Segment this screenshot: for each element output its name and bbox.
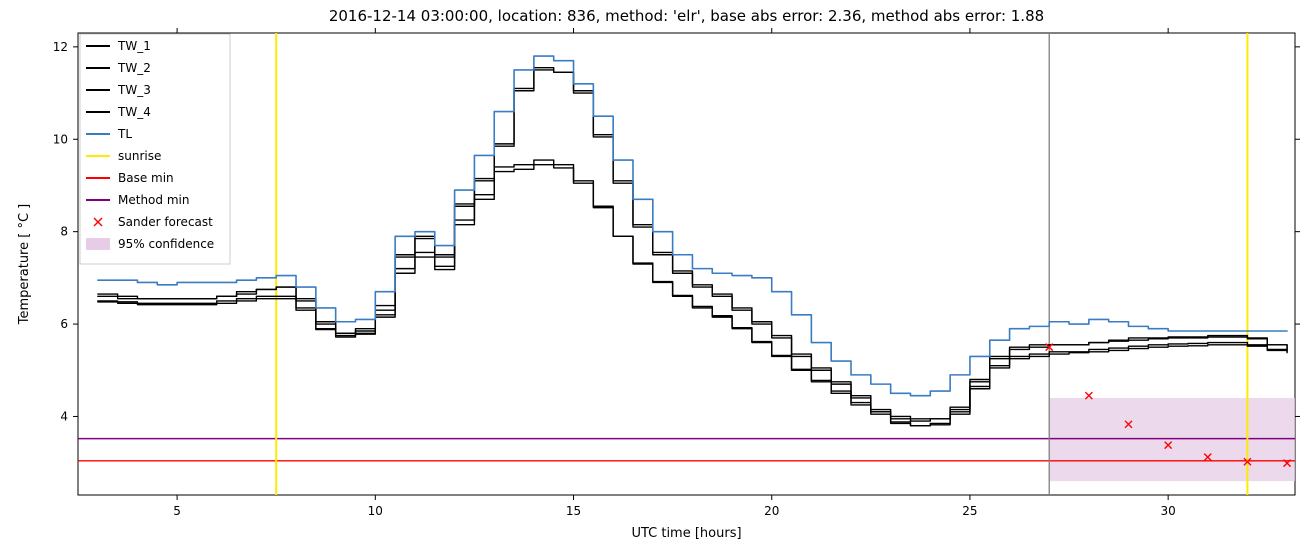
svg-text:sunrise: sunrise	[118, 149, 161, 163]
svg-text:TW_4: TW_4	[117, 105, 151, 119]
svg-text:25: 25	[962, 504, 977, 518]
svg-text:20: 20	[764, 504, 779, 518]
svg-text:Sander forecast: Sander forecast	[118, 215, 213, 229]
confidence-band	[1049, 398, 1295, 481]
svg-text:4: 4	[60, 409, 68, 423]
svg-text:TW_1: TW_1	[117, 39, 151, 53]
svg-text:Base min: Base min	[118, 171, 174, 185]
chart-svg: 5 10 15 20 25 30 4 6 8 10 12 UTC time [hours] Temper…	[0, 0, 1310, 547]
chart-container: 5 10 15 20 25 30 4 6 8 10 12 UTC time [hours] Temper…	[0, 0, 1310, 547]
svg-text:TW_3: TW_3	[117, 83, 151, 97]
svg-text:TW_2: TW_2	[117, 61, 151, 75]
svg-text:15: 15	[566, 504, 581, 518]
svg-text:6: 6	[60, 317, 68, 331]
svg-text:95% confidence: 95% confidence	[118, 237, 214, 251]
svg-text:10: 10	[368, 504, 383, 518]
legend: TW_1 TW_2 TW_3 TW_4 TL sunrise Base min Method …	[80, 34, 230, 264]
svg-text:Method min: Method min	[118, 193, 189, 207]
chart-title: 2016-12-14 03:00:00, location: 836, meth…	[329, 7, 1044, 25]
svg-text:5: 5	[173, 504, 181, 518]
svg-text:30: 30	[1161, 504, 1176, 518]
svg-text:TL: TL	[117, 127, 132, 141]
svg-text:12: 12	[53, 40, 68, 54]
svg-text:8: 8	[60, 225, 68, 239]
svg-text:10: 10	[53, 132, 68, 146]
y-axis-label: Temperature [ °C ]	[17, 204, 32, 325]
x-axis-label: UTC time [hours]	[631, 526, 741, 541]
